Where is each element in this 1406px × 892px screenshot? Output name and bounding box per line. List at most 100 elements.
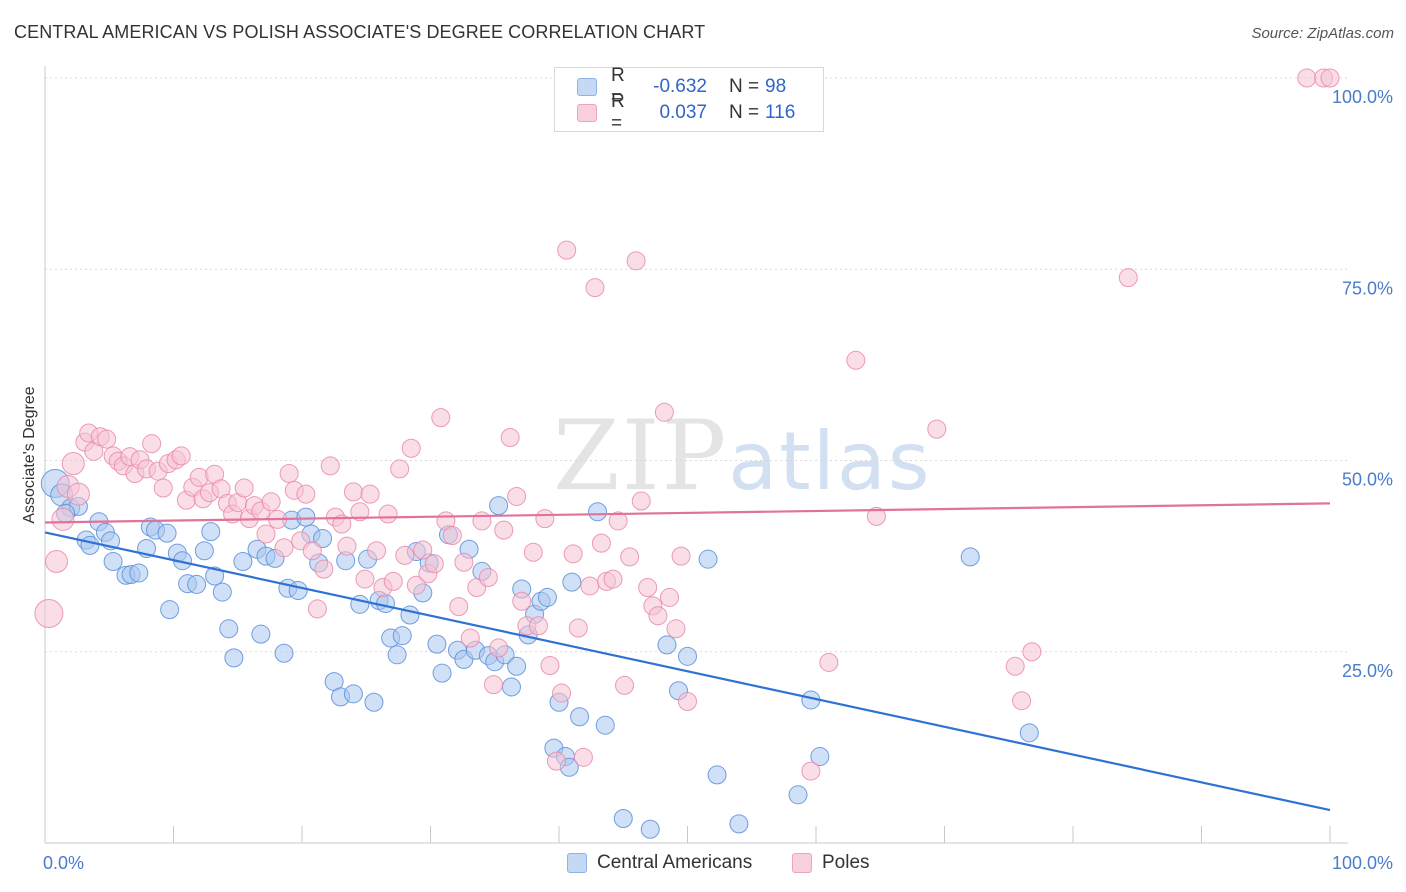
point-poles (648, 606, 668, 626)
point-poles (390, 459, 410, 479)
point-central-americans (392, 626, 412, 646)
axes (44, 66, 1348, 844)
point-poles (97, 429, 117, 449)
point-central-americans (296, 507, 316, 527)
trend-line-poles (44, 502, 1331, 524)
point-poles (1022, 642, 1042, 662)
point-poles (483, 675, 503, 695)
data-points (34, 68, 1340, 839)
point-poles (360, 484, 380, 504)
point-central-americans (1019, 723, 1039, 743)
point-poles (626, 251, 646, 271)
point-central-americans (205, 566, 225, 586)
legend-item-central-americans[interactable]: Central Americans (567, 852, 752, 874)
trend-lines (44, 502, 1331, 812)
point-poles (343, 482, 363, 502)
point-poles (431, 408, 451, 428)
point-poles (1297, 68, 1317, 88)
legend-item-poles[interactable]: Poles (792, 852, 870, 874)
point-poles (45, 549, 69, 573)
trend-line-central-americans (44, 531, 1331, 812)
point-central-americans (274, 643, 294, 663)
point-central-americans (387, 645, 407, 665)
point-poles (261, 492, 281, 512)
point-poles (660, 587, 680, 607)
point-poles (320, 456, 340, 476)
series-legend: Central Americans Poles (0, 852, 1406, 878)
legend-r-value: -0.632 (653, 76, 707, 97)
stats-legend: R = -0.632 N = 98 R = 0.037 N = 116 (554, 65, 824, 134)
y-tick-label: 100.0% (1332, 87, 1393, 107)
point-poles (256, 524, 276, 544)
y-tick-label: 25.0% (1342, 661, 1393, 681)
legend-swatch-poles (577, 104, 597, 122)
point-poles (279, 464, 299, 484)
point-central-americans (489, 496, 509, 516)
point-poles (615, 675, 635, 695)
point-poles (1005, 656, 1025, 676)
point-poles (927, 419, 947, 439)
point-poles (620, 547, 640, 567)
point-poles (460, 628, 480, 648)
point-poles (171, 446, 191, 466)
point-poles (568, 618, 588, 638)
point-poles (638, 577, 658, 597)
point-poles (580, 576, 600, 596)
point-poles (478, 568, 498, 588)
point-poles (153, 478, 173, 498)
point-poles (512, 591, 532, 611)
point-poles (442, 525, 462, 545)
point-poles (383, 571, 403, 591)
point-central-americans (678, 646, 697, 666)
point-poles (540, 656, 560, 676)
x-tick-label: 100.0% (1332, 853, 1393, 873)
point-poles (557, 240, 577, 260)
legend-label-central-americans: Central Americans (597, 852, 753, 873)
legend-r-label: R = (611, 65, 625, 108)
point-central-americans (194, 541, 214, 561)
point-central-americans (501, 677, 521, 697)
point-poles (332, 514, 352, 534)
point-central-americans (233, 551, 253, 571)
point-poles (454, 552, 474, 572)
point-poles (489, 638, 509, 658)
point-poles (528, 616, 548, 636)
point-central-americans (507, 656, 527, 676)
point-central-americans (729, 814, 749, 834)
point-central-americans (640, 819, 660, 839)
point-central-americans (224, 648, 244, 668)
point-poles (142, 434, 162, 454)
point-poles (234, 478, 254, 498)
point-central-americans (960, 547, 980, 567)
point-central-americans (251, 624, 271, 644)
legend-n-value: 116 (765, 102, 796, 123)
point-poles (671, 546, 691, 566)
point-poles (302, 541, 322, 561)
point-central-americans (400, 605, 420, 625)
point-poles (1012, 691, 1032, 711)
point-poles (654, 402, 674, 422)
point-poles (314, 559, 334, 579)
point-poles (274, 538, 294, 558)
point-poles (61, 452, 85, 476)
x-tick-label: 0.0% (43, 853, 84, 873)
point-poles (591, 533, 611, 553)
point-poles (424, 554, 444, 574)
point-poles (603, 569, 623, 589)
point-central-americans (212, 582, 232, 602)
point-central-americans (80, 535, 100, 555)
point-central-americans (219, 619, 239, 639)
point-central-americans (657, 635, 677, 655)
point-poles (355, 569, 375, 589)
tick-labels: 25.0% 50.0% 75.0% 100.0% 0.0% 100.0% (43, 87, 1393, 873)
point-poles (585, 278, 605, 298)
point-poles (401, 438, 421, 458)
point-poles (500, 428, 520, 448)
point-central-americans (187, 574, 207, 594)
point-poles (1320, 68, 1340, 88)
point-poles (678, 691, 697, 711)
chart-title: CENTRAL AMERICAN VS POLISH ASSOCIATE'S D… (14, 22, 706, 42)
point-central-americans (313, 529, 333, 549)
point-central-americans (588, 502, 608, 522)
